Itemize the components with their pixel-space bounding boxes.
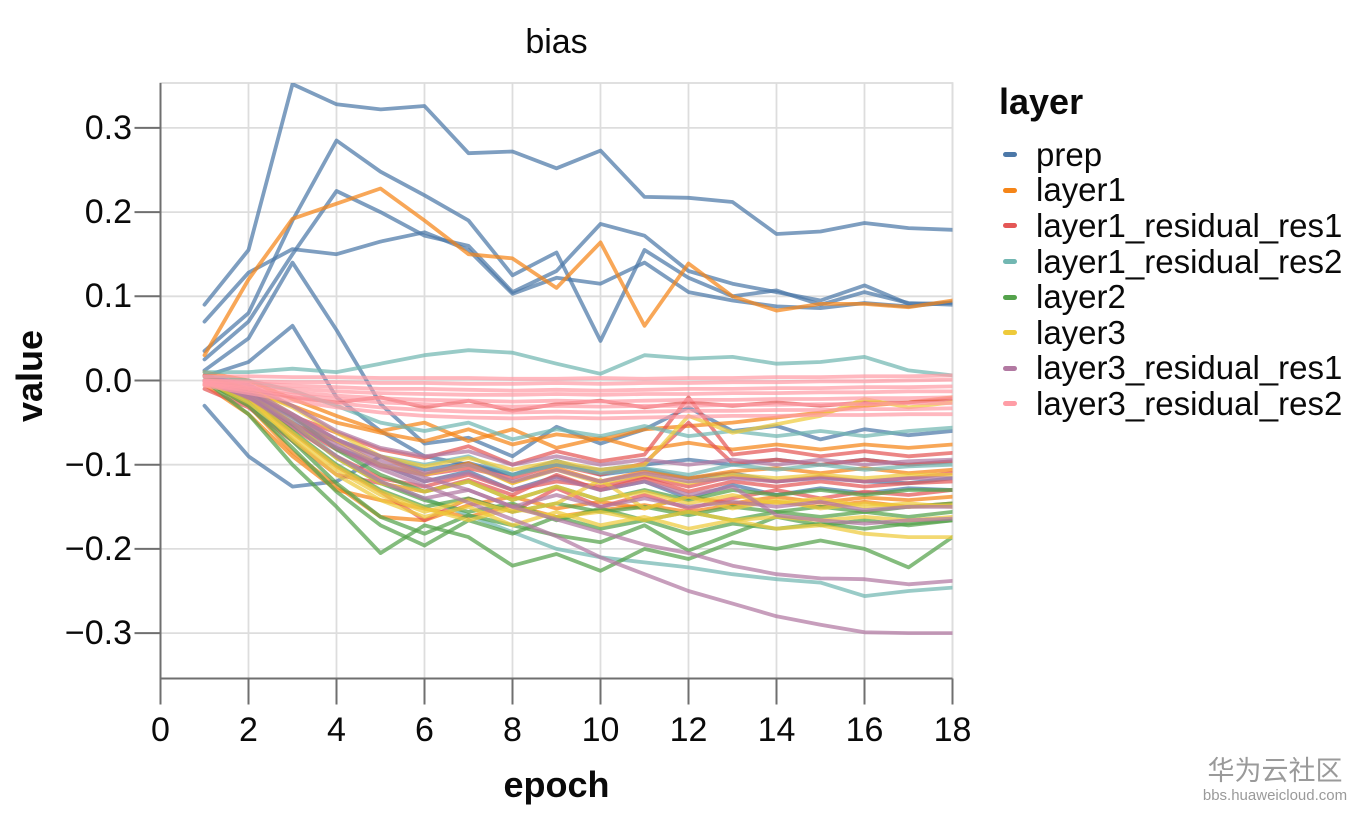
line-layer2-4 (202, 378, 953, 553)
line-layer1-0 (202, 186, 953, 358)
legend-swatch-icon (1003, 187, 1017, 193)
legend-swatch-icon (1003, 223, 1017, 229)
legend-swatch-icon (1003, 330, 1017, 336)
line-layer3_residual_res2-4 (202, 381, 953, 404)
y-tick-label: 0.2 (84, 193, 132, 232)
legend-item-label: layer3_residual_res1 (1036, 349, 1343, 387)
legend-swatch-icon (1003, 259, 1017, 265)
legend-item-label: layer2 (1036, 278, 1126, 316)
legend-item-label: layer3_residual_res2 (1036, 384, 1343, 422)
legend-item-prep: prep (996, 135, 1342, 173)
chart-title: bias (525, 23, 588, 61)
line-layer1-5 (202, 370, 953, 452)
x-tick-label: 12 (669, 711, 708, 749)
legend-swatch-icon (1003, 152, 1017, 158)
y-tick-label: 0.3 (84, 108, 132, 147)
line-layer3_residual_res1-3 (202, 374, 953, 467)
line-layer3_residual_res1-4 (202, 378, 953, 513)
x-tick-label: 8 (503, 711, 522, 749)
legend-item-label: layer1_residual_res1 (1036, 206, 1343, 244)
y-tick-label: −0.2 (64, 529, 132, 568)
line-layer3_residual_res1-5 (202, 378, 953, 526)
line-layer3_residual_res2-1 (202, 377, 953, 386)
legend-item-label: layer3 (1036, 313, 1126, 351)
legend-item-layer1_residual_res1: layer1_residual_res1 (996, 206, 1343, 244)
line-prep-0 (202, 83, 953, 307)
watermark-text: 华为云社区 (1207, 756, 1343, 786)
legend-title: layer (999, 81, 1084, 122)
line-prep-2 (202, 189, 953, 362)
x-tick-label: 4 (327, 711, 346, 749)
y-tick-label: −0.3 (64, 614, 132, 653)
legend-item-layer3_residual_res1: layer3_residual_res1 (996, 349, 1343, 387)
y-tick-label: 0.1 (84, 277, 132, 316)
legend-item-layer2: layer2 (996, 278, 1342, 316)
line-layer3_residual_res2-2 (202, 378, 953, 393)
line-layer3-0 (202, 378, 953, 539)
legend-swatch-icon (1003, 401, 1017, 407)
legend-item-label: prep (1036, 135, 1103, 173)
x-tick-label: 14 (757, 711, 796, 749)
line-layer2-1 (202, 378, 953, 573)
line-layer3_residual_res1-2 (202, 378, 953, 484)
line-layer3_residual_res2-6 (202, 382, 953, 415)
line-layer3_residual_res2-0 (202, 373, 953, 381)
watermark: 华为云社区 bbs.huaweicloud.com (1200, 756, 1350, 804)
x-tick-label: 2 (239, 711, 258, 749)
axes (134, 83, 954, 705)
y-tick-label: −0.1 (64, 445, 132, 484)
legend-item-layer1_residual_res2: layer1_residual_res2 (996, 242, 1343, 280)
legend-swatch-icon (1003, 365, 1017, 371)
legend-item-layer3: layer3 (996, 313, 1342, 351)
line-layer3_residual_res2-5 (202, 382, 953, 409)
x-tick-label: 16 (845, 711, 884, 749)
x-tick-label: 18 (933, 711, 972, 749)
x-tick-label: 0 (151, 711, 170, 749)
data-lines (202, 83, 953, 635)
line-layer3-5 (202, 378, 953, 514)
legend-item-layer3_residual_res2: layer3_residual_res2 (996, 384, 1343, 422)
line-layer3_residual_res2-7 (202, 383, 953, 421)
line-layer3_residual_res1-0 (202, 378, 953, 635)
watermark-url: bbs.huaweicloud.com (1202, 787, 1348, 804)
legend-swatch-icon (1003, 294, 1017, 300)
line-layer3_residual_res2-3 (202, 380, 953, 397)
line-prep-3 (202, 230, 953, 324)
x-tick-label: 6 (415, 711, 434, 749)
legend-item-label: layer1_residual_res2 (1036, 242, 1343, 280)
legend: prep layer1 layer1_residual_res1 layer1_res… (996, 135, 1343, 422)
legend-item-layer1: layer1 (996, 171, 1342, 209)
x-tick-label: 10 (581, 711, 620, 749)
line-layer1_residual_res2-0 (202, 348, 953, 378)
y-tick-label: 0.0 (84, 361, 132, 400)
legend-item-label: layer1 (1036, 171, 1126, 209)
x-axis-title: epoch (503, 764, 610, 805)
